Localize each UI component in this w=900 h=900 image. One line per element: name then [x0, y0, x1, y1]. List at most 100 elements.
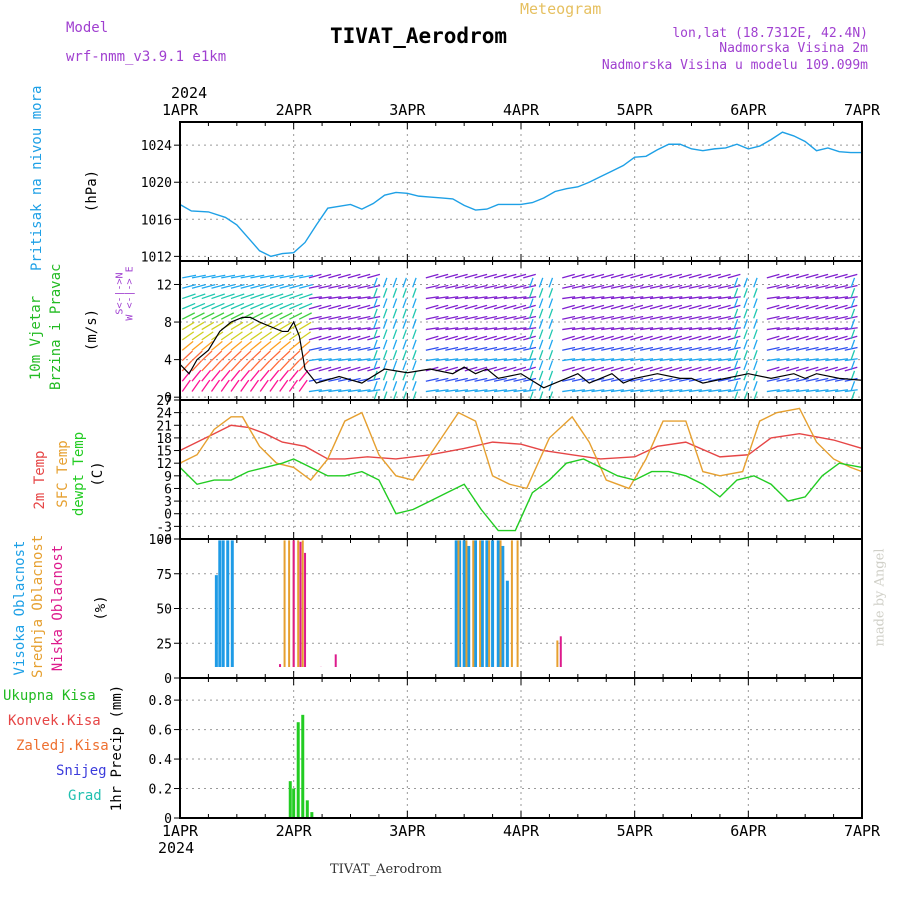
x-tick-label-bottom: 6APR [730, 822, 767, 840]
wind-arrow [825, 358, 839, 362]
wind-arrow [528, 308, 534, 319]
high-cloud-bar [496, 540, 500, 667]
wind-arrow [308, 335, 322, 341]
wind-arrow [211, 302, 225, 310]
wind-arrow [649, 335, 663, 341]
wind-arrow [698, 304, 712, 310]
wind-arrow [825, 366, 838, 372]
wind-arrow [445, 389, 459, 393]
wind-arrow [528, 298, 534, 309]
x-tick-label-top: 6APR [730, 101, 767, 119]
wind-arrow [620, 335, 634, 341]
wind-arrow [581, 327, 595, 331]
wind-arrow [601, 389, 615, 393]
wind-arrow [373, 350, 378, 360]
y-tick-label: 0 [164, 812, 172, 827]
wind-arrow [392, 350, 398, 360]
wind-arrow [269, 274, 284, 279]
legend-freezing-rain: Zaledj.Kisa [16, 738, 109, 754]
wind-arrow [503, 377, 517, 382]
wind-arrow [269, 321, 283, 331]
wind-arrow [733, 350, 739, 360]
wind-arrow [210, 369, 221, 382]
wind-arrow [191, 340, 204, 351]
wind-arrow [834, 284, 848, 289]
x-tick-label-bottom: 5APR [617, 822, 654, 840]
wind-arrow [805, 296, 819, 300]
wind-arrow [484, 327, 498, 331]
wind-arrow [815, 389, 829, 393]
wind-arrow [382, 339, 388, 350]
wind-arrow [318, 284, 332, 289]
wind-arrow [601, 346, 615, 351]
y-tick-label: 0.6 [149, 724, 172, 739]
year-top: 2024 [171, 84, 208, 102]
wind-arrow [815, 366, 829, 372]
wind-arrow [659, 366, 673, 372]
wind-arrow [825, 335, 838, 341]
high-cloud-bar [458, 540, 462, 667]
wind-arrow [601, 335, 614, 341]
wind-arrow [445, 366, 459, 372]
y-tick-label: 1016 [141, 213, 172, 228]
wind-arrow [562, 296, 576, 300]
wind-arrow [753, 350, 758, 360]
y-tick-label: 21 [156, 419, 172, 434]
wind-arrow [698, 335, 712, 341]
wind-arrow [548, 308, 554, 319]
wind-arrow [347, 358, 361, 362]
wind-arrow [834, 296, 849, 300]
y-tick-label: 1020 [141, 176, 172, 191]
wind-arrow [815, 296, 829, 300]
wind-arrow [412, 350, 417, 360]
wind-arrow [493, 377, 507, 382]
wind-arrow [279, 312, 293, 320]
wind-arrow [630, 377, 644, 382]
wind-arrow [318, 273, 332, 279]
wind-arrow [581, 335, 595, 341]
wind-arrow [591, 273, 605, 279]
wind-arrow [298, 321, 312, 331]
wind-arrow [250, 293, 264, 300]
wind-arrow [402, 288, 407, 298]
y-tick-label: 1024 [141, 139, 172, 154]
wind-arrow [669, 273, 683, 279]
total-rain-bar [301, 714, 305, 818]
wind-arrow [825, 377, 839, 382]
wind-arrow [630, 315, 644, 320]
wind-arrow [373, 308, 378, 319]
wind-arrow [591, 358, 605, 362]
wind-arrow [269, 302, 284, 310]
wind-arrow [528, 350, 534, 360]
wind-arrow [659, 335, 673, 341]
wind-arrow [548, 370, 554, 381]
wind-arrow [679, 284, 693, 289]
wind-arrow [708, 315, 722, 320]
wind-arrow [571, 377, 585, 382]
high-cloud-bar [454, 540, 458, 667]
wind-arrow [708, 327, 722, 331]
total-rain-bar [305, 800, 309, 818]
wind-arrow [230, 293, 245, 300]
wind-arrow [445, 377, 459, 382]
wind-arrow [328, 304, 342, 310]
wind-arrow [630, 358, 644, 362]
wind-arrow [571, 366, 585, 372]
x-tick-label-bottom: 1APR [162, 822, 199, 840]
wind-arrow [766, 346, 780, 351]
y-tick-label: 0.4 [149, 753, 173, 768]
mid-cloud-bar [499, 540, 502, 667]
wind-arrow [484, 366, 497, 372]
legend-total-rain: Ukupna Kisa [3, 688, 96, 704]
wind-arrow [844, 273, 858, 279]
wind-arrow [402, 277, 407, 288]
wind-arrow [338, 358, 352, 362]
wind-arrow [708, 304, 722, 310]
wind-arrow [182, 283, 196, 289]
wind-arrow [454, 284, 468, 289]
wind-arrow [318, 346, 332, 351]
wind-arrow [454, 389, 469, 393]
wind-arrow [373, 298, 378, 309]
wind-arrow [484, 284, 498, 289]
wind-arrow [328, 284, 342, 289]
